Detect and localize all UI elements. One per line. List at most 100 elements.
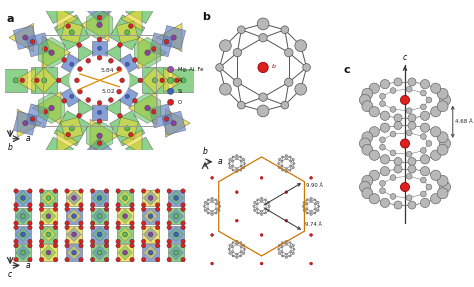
Polygon shape (116, 117, 138, 139)
Circle shape (243, 252, 245, 255)
Circle shape (256, 203, 258, 205)
Circle shape (229, 166, 231, 169)
Circle shape (53, 257, 58, 262)
Circle shape (380, 188, 385, 194)
Polygon shape (38, 93, 65, 123)
Circle shape (430, 170, 441, 181)
Circle shape (97, 250, 102, 255)
Circle shape (290, 246, 292, 248)
Circle shape (133, 98, 137, 103)
Circle shape (204, 201, 207, 204)
Circle shape (233, 78, 242, 86)
Polygon shape (143, 245, 158, 260)
Polygon shape (38, 37, 65, 68)
Polygon shape (142, 68, 168, 93)
Circle shape (229, 158, 231, 161)
Circle shape (97, 15, 102, 20)
Polygon shape (83, 152, 108, 180)
Circle shape (390, 88, 396, 94)
Circle shape (408, 78, 416, 86)
Circle shape (290, 251, 292, 253)
Circle shape (293, 249, 295, 250)
Circle shape (228, 163, 230, 164)
Polygon shape (165, 109, 190, 137)
Circle shape (28, 207, 32, 212)
Circle shape (278, 163, 279, 164)
Circle shape (306, 208, 308, 210)
Circle shape (79, 203, 83, 207)
Circle shape (128, 24, 133, 28)
Circle shape (390, 106, 396, 112)
Circle shape (104, 221, 109, 225)
Circle shape (265, 203, 267, 205)
Circle shape (420, 177, 426, 183)
Polygon shape (57, 71, 73, 89)
Circle shape (39, 225, 44, 230)
Circle shape (97, 232, 102, 237)
Polygon shape (91, 226, 108, 243)
Circle shape (394, 114, 402, 122)
Circle shape (30, 117, 35, 121)
Circle shape (390, 131, 396, 137)
Circle shape (91, 207, 95, 212)
Polygon shape (117, 86, 138, 107)
Circle shape (174, 195, 179, 200)
Polygon shape (67, 245, 82, 260)
Circle shape (284, 49, 293, 57)
Circle shape (167, 77, 174, 84)
Circle shape (65, 203, 69, 207)
Polygon shape (91, 0, 116, 9)
Circle shape (439, 138, 451, 149)
Circle shape (260, 262, 263, 265)
Circle shape (281, 101, 289, 109)
Text: Al: Al (178, 78, 183, 83)
Polygon shape (86, 0, 113, 9)
Circle shape (278, 252, 281, 255)
Circle shape (420, 123, 429, 132)
Circle shape (243, 158, 245, 161)
Circle shape (167, 203, 171, 207)
Circle shape (231, 165, 234, 167)
Circle shape (97, 119, 102, 124)
Circle shape (39, 221, 44, 225)
Polygon shape (42, 137, 73, 169)
Circle shape (125, 62, 129, 66)
Circle shape (141, 243, 146, 248)
Circle shape (408, 121, 416, 129)
Circle shape (56, 78, 61, 83)
Circle shape (14, 239, 18, 244)
Circle shape (394, 121, 402, 129)
Polygon shape (168, 190, 184, 206)
Circle shape (420, 191, 426, 197)
Circle shape (155, 225, 160, 230)
Circle shape (155, 243, 160, 248)
Circle shape (72, 250, 76, 255)
Polygon shape (61, 86, 82, 107)
Circle shape (167, 239, 171, 244)
Circle shape (123, 250, 128, 255)
Circle shape (290, 170, 291, 171)
Circle shape (77, 113, 82, 118)
Circle shape (35, 78, 39, 83)
Circle shape (285, 191, 288, 193)
Circle shape (254, 209, 256, 212)
Circle shape (260, 177, 263, 179)
Circle shape (314, 199, 316, 200)
Circle shape (258, 62, 268, 73)
Polygon shape (128, 92, 157, 125)
Polygon shape (31, 67, 57, 93)
Circle shape (104, 189, 109, 193)
Circle shape (130, 189, 134, 193)
Circle shape (369, 83, 380, 93)
Circle shape (380, 101, 385, 106)
Circle shape (167, 257, 171, 262)
Circle shape (181, 203, 185, 207)
Circle shape (133, 58, 137, 62)
Circle shape (306, 199, 308, 200)
Circle shape (362, 101, 373, 112)
Circle shape (130, 243, 134, 248)
Polygon shape (169, 191, 183, 205)
Circle shape (231, 160, 234, 162)
Circle shape (437, 88, 448, 99)
Circle shape (257, 212, 258, 214)
